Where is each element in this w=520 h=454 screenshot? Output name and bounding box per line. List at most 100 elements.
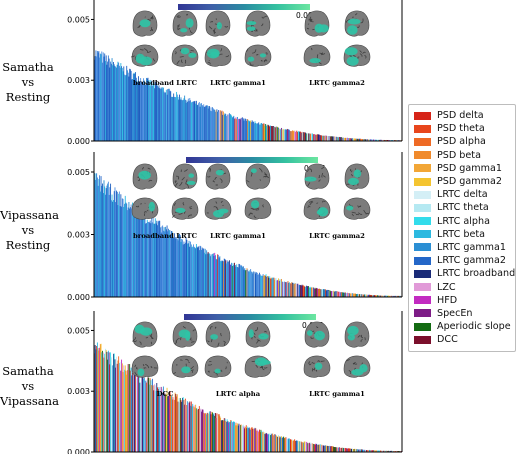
- brain-sulcus: [149, 15, 153, 20]
- bar: [128, 370, 130, 452]
- bar: [208, 106, 210, 141]
- bar: [281, 436, 282, 452]
- bar: [300, 441, 302, 452]
- legend-swatch: [414, 309, 431, 318]
- brain-sulcus: [259, 167, 263, 173]
- bar: [238, 263, 240, 297]
- bar: [327, 135, 329, 141]
- bar: [175, 237, 177, 297]
- brain-sulcus: [253, 29, 258, 32]
- bar: [178, 398, 180, 452]
- bar: [333, 291, 335, 297]
- legend-label: SpecEn: [437, 307, 473, 319]
- bar: [398, 295, 400, 297]
- bar: [250, 120, 252, 141]
- brain-sulcus: [149, 29, 154, 32]
- brain-sulcus: [215, 201, 218, 204]
- legend-swatch: [414, 283, 431, 292]
- brain-highlight: [214, 368, 221, 374]
- bar: [333, 446, 334, 452]
- bar: [380, 295, 381, 297]
- bar: [311, 133, 313, 141]
- bar: [212, 412, 213, 452]
- bar: [283, 436, 285, 452]
- bar: [286, 282, 288, 297]
- row-label-line: vs: [21, 75, 35, 89]
- bar: [253, 271, 255, 297]
- brain-sulcus: [321, 166, 325, 170]
- bar: [385, 139, 387, 141]
- bar: [167, 231, 169, 297]
- brain-sulcus: [264, 173, 268, 176]
- brain-sulcus: [261, 16, 265, 19]
- bar: [132, 202, 134, 297]
- bar: [99, 347, 101, 452]
- bar: [367, 139, 369, 141]
- brain-highlight: [210, 334, 219, 340]
- bar: [355, 138, 356, 141]
- bar: [325, 445, 326, 452]
- bar: [361, 139, 363, 141]
- bar: [180, 97, 182, 141]
- bar: [182, 397, 183, 452]
- bar: [240, 264, 242, 297]
- bar: [274, 279, 276, 297]
- bar: [99, 175, 101, 297]
- brain-sulcus: [147, 18, 151, 22]
- bar: [298, 132, 300, 141]
- bar: [234, 422, 235, 452]
- bar: [399, 295, 400, 297]
- brain-highlight: [304, 176, 317, 182]
- bar: [229, 264, 231, 297]
- bar: [295, 130, 297, 141]
- bar: [355, 138, 357, 141]
- row-label-line: vs: [21, 379, 35, 393]
- bar: [239, 265, 241, 297]
- brain-surface: [245, 321, 271, 348]
- bar: [275, 278, 277, 297]
- bar: [321, 289, 323, 297]
- bar: [293, 130, 295, 141]
- bar: [374, 139, 376, 141]
- bar: [322, 289, 324, 297]
- brain-map-group: LRTC alpha: [204, 321, 272, 398]
- bar: [369, 139, 371, 141]
- bar: [182, 239, 183, 297]
- brain-sulcus: [210, 21, 213, 23]
- brain-highlight: [359, 364, 368, 373]
- bar: [289, 130, 290, 141]
- bar: [318, 288, 320, 297]
- bar: [345, 293, 347, 297]
- brain-sulcus: [354, 13, 358, 16]
- bar: [245, 118, 246, 141]
- bar: [295, 440, 297, 452]
- bar: [267, 275, 268, 297]
- bar: [163, 394, 165, 452]
- bar: [212, 253, 214, 297]
- bar: [366, 450, 367, 452]
- bar: [344, 447, 346, 452]
- bar: [294, 439, 296, 452]
- bar: [335, 291, 337, 297]
- bar: [379, 295, 381, 297]
- bar: [248, 271, 250, 297]
- bar: [226, 260, 228, 297]
- bar: [265, 432, 267, 452]
- bar: [195, 408, 197, 452]
- bar: [270, 278, 271, 297]
- bar: [364, 449, 366, 452]
- bar: [253, 123, 255, 141]
- bar: [109, 364, 111, 452]
- bar: [341, 292, 343, 297]
- bar: [146, 77, 147, 141]
- bar: [135, 369, 137, 452]
- bar: [307, 133, 309, 141]
- bar: [102, 193, 104, 297]
- bar: [303, 285, 304, 297]
- bar: [176, 238, 178, 297]
- legend-label: LZC: [437, 281, 456, 293]
- bar: [270, 433, 272, 452]
- legend-item: LRTC theta: [414, 201, 515, 214]
- brain-sulcus: [143, 367, 147, 369]
- brain-sulcus: [151, 17, 154, 20]
